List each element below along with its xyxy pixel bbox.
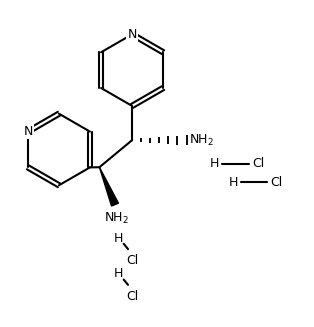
Text: H: H (229, 176, 238, 189)
Polygon shape (100, 167, 118, 206)
Text: Cl: Cl (271, 176, 283, 189)
Text: Cl: Cl (126, 289, 138, 302)
Text: Cl: Cl (126, 254, 138, 267)
Text: NH$_2$: NH$_2$ (189, 133, 214, 148)
Text: H: H (113, 232, 123, 245)
Text: NH$_2$: NH$_2$ (104, 211, 129, 226)
Text: Cl: Cl (252, 157, 264, 170)
Text: H: H (113, 267, 123, 281)
Text: N: N (23, 125, 33, 138)
Text: N: N (127, 28, 137, 41)
Text: H: H (210, 157, 219, 170)
